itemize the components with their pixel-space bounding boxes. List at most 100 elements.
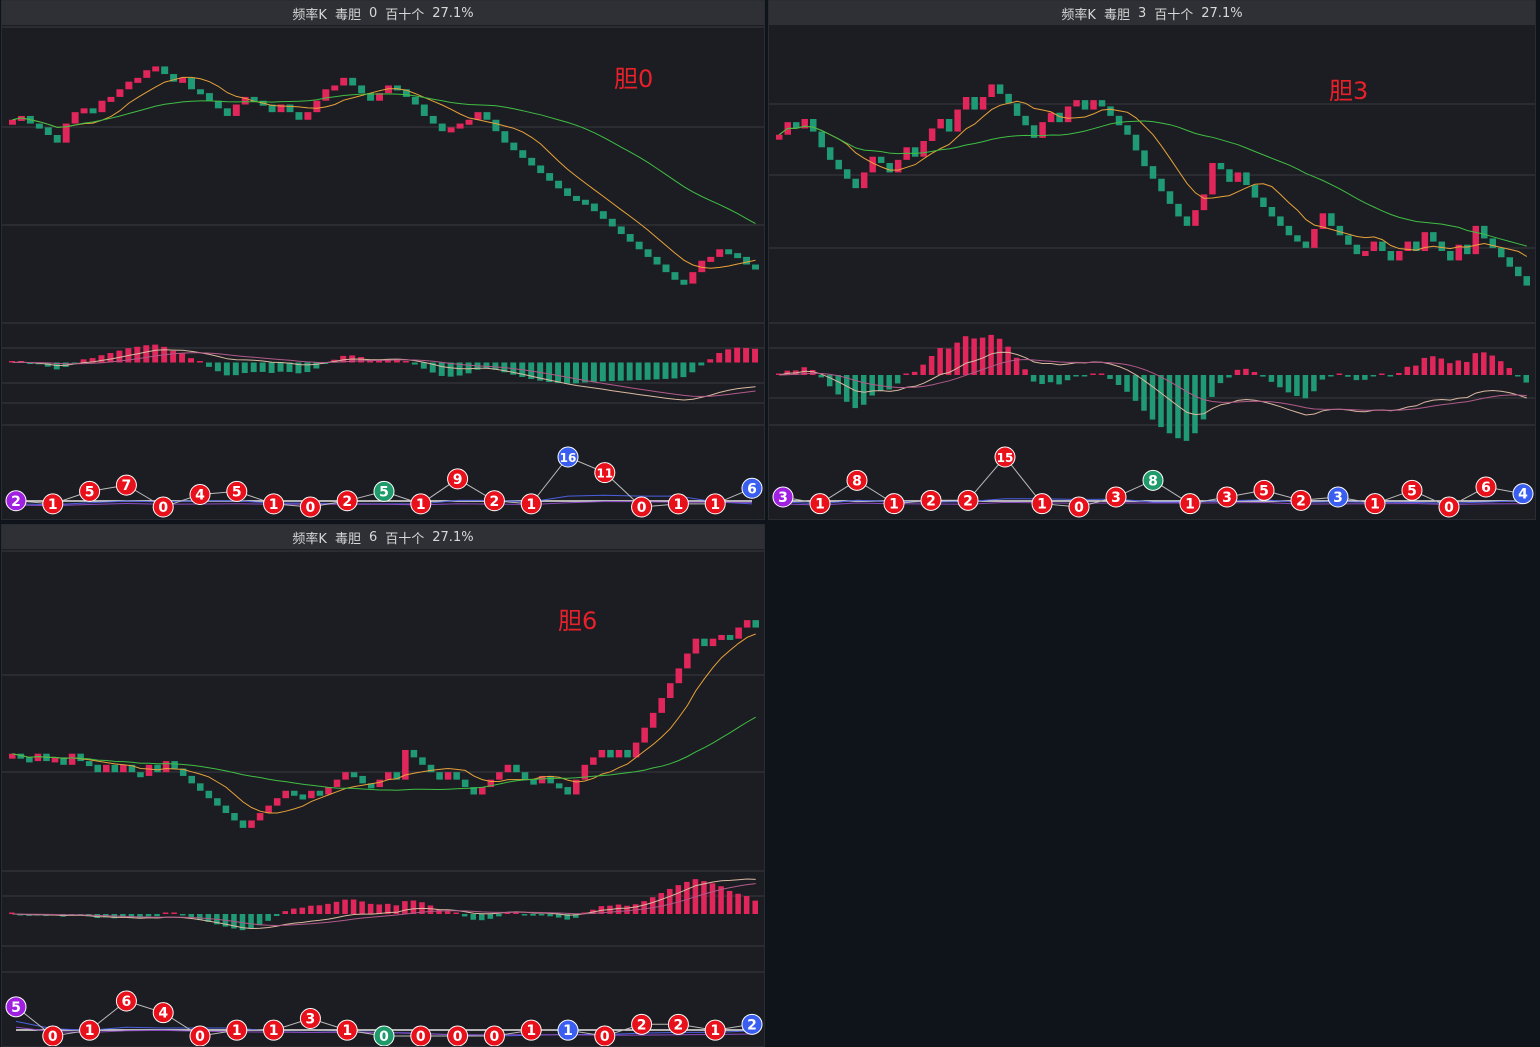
ma-long-line bbox=[778, 120, 1527, 247]
macd-bar bbox=[671, 362, 678, 379]
candle bbox=[718, 634, 725, 640]
header-name: 频率K bbox=[1061, 7, 1096, 23]
ball-number: 1 bbox=[1370, 497, 1380, 513]
candle bbox=[429, 115, 437, 124]
number-ball bbox=[704, 1019, 726, 1041]
macd-bar bbox=[62, 362, 69, 367]
macd-bar bbox=[617, 362, 624, 381]
macd-bar bbox=[152, 344, 159, 363]
macd-bar bbox=[98, 355, 105, 363]
macd-bar bbox=[116, 350, 123, 363]
candle bbox=[376, 779, 383, 788]
macd-bar bbox=[316, 905, 323, 914]
candle bbox=[161, 66, 169, 75]
candle bbox=[716, 249, 724, 257]
candle bbox=[107, 96, 115, 102]
macd-bar bbox=[1226, 375, 1232, 378]
candle bbox=[608, 218, 616, 227]
candle bbox=[599, 211, 607, 219]
macd-bar bbox=[470, 914, 476, 920]
ball-number: 1 bbox=[563, 1023, 573, 1039]
macd-bar bbox=[649, 897, 656, 914]
chart-panel-2: 频率K 毒胆 6 百十个 27.1% 胆6 5 0 1 6 4 0 1 1 3 1 0 0 0 0 1 1 0 2 2… bbox=[1, 524, 765, 1047]
macd-bar bbox=[886, 375, 892, 390]
annotation-label: 胆3 bbox=[1329, 77, 1368, 105]
macd-bar bbox=[1447, 363, 1453, 375]
number-ball bbox=[631, 496, 653, 518]
candle bbox=[835, 159, 842, 170]
macd-bar bbox=[1183, 375, 1190, 441]
macd-bar bbox=[89, 358, 96, 363]
candle bbox=[928, 128, 936, 141]
header-pos: 百十个 bbox=[1154, 7, 1194, 23]
candle bbox=[402, 749, 409, 780]
candle bbox=[996, 84, 1004, 94]
ball-number: 1 bbox=[269, 497, 279, 513]
candle bbox=[256, 813, 264, 821]
ball-number: 15 bbox=[997, 451, 1014, 465]
macd-bar bbox=[359, 901, 365, 914]
macd-bar bbox=[1217, 375, 1224, 384]
candle bbox=[519, 150, 527, 158]
number-ball bbox=[1401, 479, 1423, 501]
macd-bar bbox=[564, 362, 570, 384]
candle bbox=[248, 820, 255, 828]
macd-bar bbox=[1005, 346, 1011, 375]
macd-bar bbox=[214, 362, 221, 372]
ball-number: 4 bbox=[158, 1006, 168, 1022]
candle bbox=[393, 772, 401, 780]
candle bbox=[223, 108, 231, 116]
number-ball bbox=[994, 446, 1016, 468]
macd-bar bbox=[709, 883, 716, 914]
candle bbox=[205, 93, 213, 101]
candle bbox=[1455, 244, 1463, 261]
number-ball bbox=[336, 1019, 358, 1041]
number-ball bbox=[226, 480, 248, 502]
candle bbox=[1396, 251, 1403, 261]
candle bbox=[1030, 125, 1038, 138]
macd-bar bbox=[624, 905, 630, 914]
ball-number: 1 bbox=[232, 1023, 242, 1039]
macd-bar bbox=[684, 881, 690, 914]
candle bbox=[325, 787, 332, 795]
macd-bar bbox=[1370, 375, 1377, 377]
candle bbox=[496, 772, 503, 780]
macd-bar bbox=[1030, 375, 1037, 382]
candle bbox=[35, 123, 43, 129]
macd-bar bbox=[295, 362, 302, 374]
macd-bar bbox=[465, 362, 472, 374]
candle bbox=[684, 653, 691, 669]
macd-bar bbox=[547, 914, 553, 917]
candle bbox=[34, 753, 42, 762]
number-ball bbox=[741, 477, 763, 499]
candle bbox=[1294, 235, 1301, 242]
number-ball bbox=[373, 1025, 395, 1046]
ball-number: 2 bbox=[747, 1017, 757, 1033]
macd-bar bbox=[325, 903, 331, 914]
header-pos: 百十个 bbox=[385, 7, 425, 23]
candle bbox=[1421, 232, 1429, 251]
macd-bar bbox=[367, 359, 374, 363]
candle bbox=[222, 805, 230, 814]
number-ball bbox=[594, 1025, 616, 1046]
candle bbox=[1328, 213, 1335, 226]
candle bbox=[322, 89, 330, 101]
candle bbox=[85, 761, 93, 767]
candle bbox=[617, 226, 625, 235]
macd-bar bbox=[427, 905, 434, 914]
macd-bar bbox=[718, 886, 724, 914]
candle bbox=[1064, 106, 1072, 123]
candle bbox=[1336, 225, 1344, 236]
macd-bar bbox=[1039, 375, 1045, 384]
candle bbox=[1464, 244, 1471, 255]
number-ball bbox=[189, 1025, 211, 1046]
candle bbox=[1523, 276, 1530, 286]
candle bbox=[1192, 210, 1199, 226]
macd-bar bbox=[1515, 375, 1521, 377]
number-ball bbox=[79, 1019, 101, 1041]
macd-bar bbox=[282, 911, 288, 914]
macd-bar bbox=[188, 358, 194, 363]
panel-header: 频率K 毒胆 3 百十个 27.1% bbox=[769, 1, 1535, 25]
ball-number: 0 bbox=[1444, 500, 1454, 516]
